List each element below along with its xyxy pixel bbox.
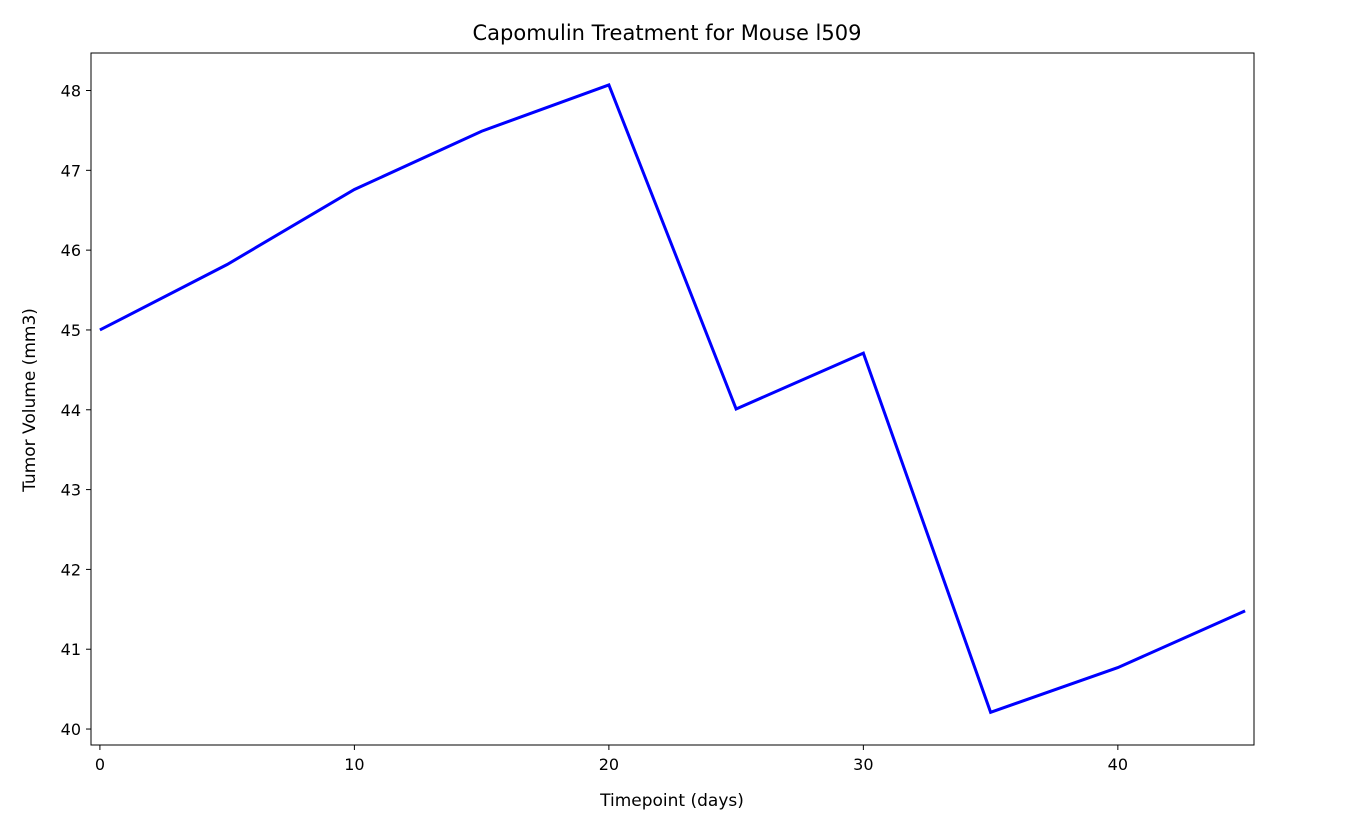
- y-tick-label: 42: [61, 560, 81, 579]
- y-tick-label: 46: [61, 241, 81, 260]
- plot-layer: 0 10 20 30 40 40 41 42 43 44 45 46 47 48: [61, 52, 1255, 774]
- x-tick-label: 40: [1108, 755, 1128, 774]
- x-tick-label: 10: [344, 755, 364, 774]
- y-tick-label: 45: [61, 321, 81, 340]
- y-tick-label: 41: [61, 640, 81, 659]
- series-line: [99, 83, 1246, 715]
- y-tick-label: 43: [61, 481, 81, 500]
- y-tick-label: 44: [61, 401, 81, 420]
- x-tick-label: 30: [853, 755, 873, 774]
- x-tick-label: 20: [599, 755, 619, 774]
- y-tick-label: 47: [61, 161, 81, 180]
- y-tick-label: 48: [61, 82, 81, 101]
- y-axis-label: Tumor Volume (mm3): [20, 308, 40, 493]
- plot-area-frame: [90, 52, 1255, 746]
- chart-title: Capomulin Treatment for Mouse l509: [473, 21, 862, 45]
- y-tick-label: 40: [61, 720, 81, 739]
- x-axis-label: Timepoint (days): [599, 791, 744, 811]
- x-tick-label: 0: [95, 755, 105, 774]
